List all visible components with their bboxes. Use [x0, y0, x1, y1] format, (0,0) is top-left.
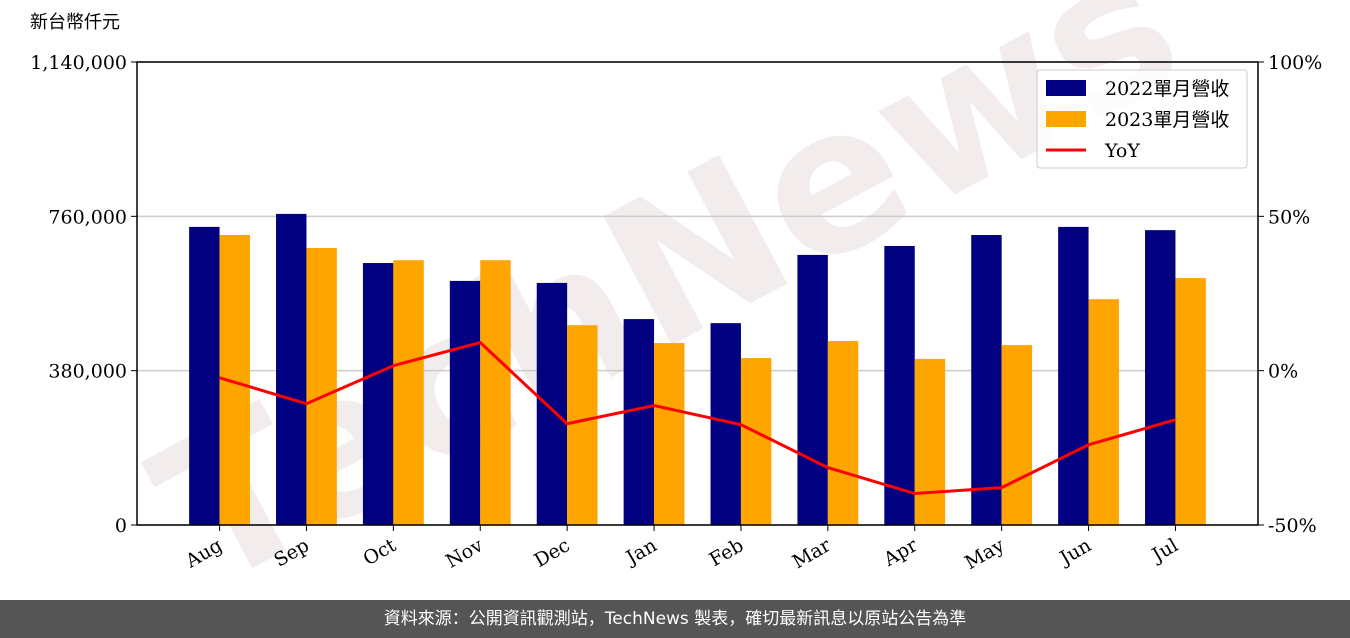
legend-swatch: [1046, 111, 1086, 127]
bar: [797, 254, 828, 525]
y-tick-label: 380,000: [48, 361, 127, 383]
bar: [1001, 345, 1033, 525]
bar: [393, 260, 424, 525]
bar: [362, 263, 394, 525]
y2-tick-label: -50%: [1268, 515, 1317, 537]
x-tick-label: Nov: [442, 534, 487, 573]
x-tick-label: Dec: [531, 534, 574, 572]
legend-swatch: [1046, 80, 1086, 96]
x-tick-label: Apr: [879, 534, 922, 571]
bar: [1145, 230, 1176, 526]
bar: [306, 248, 337, 526]
y-tick-label: 0: [115, 515, 127, 537]
bar: [884, 245, 915, 526]
bar: [480, 260, 511, 525]
bar: [449, 280, 481, 525]
x-tick-label: Jul: [1147, 534, 1182, 567]
bar: [276, 213, 307, 525]
bar: [567, 325, 598, 525]
footer: 資料來源：公開資訊觀測站，TechNews 製表，確切最新訊息以原站公告為準: [0, 600, 1350, 638]
x-tick-label: May: [961, 534, 1008, 574]
y-tick-label: 1,140,000: [30, 52, 127, 74]
x-tick-label: Feb: [706, 534, 748, 571]
bar: [189, 226, 220, 525]
bar: [827, 341, 859, 525]
legend-label: YoY: [1104, 140, 1140, 162]
bar: [971, 235, 1002, 525]
plot-frame: [136, 61, 1259, 526]
y-axis-label: 新台幣仟元: [30, 12, 120, 33]
x-tick-label: Jan: [621, 534, 661, 570]
bar: [623, 319, 655, 525]
y2-tick-label: 50%: [1268, 206, 1310, 228]
bar: [654, 343, 685, 525]
x-tick-label: Mar: [789, 534, 835, 573]
chart: 新台幣仟元 TechNews 0380,000760,0001,140,000-…: [30, 0, 1322, 634]
y2-tick-label: 100%: [1268, 52, 1322, 74]
bar: [1175, 278, 1206, 525]
line: [219, 340, 1176, 496]
bar: [740, 358, 772, 525]
bar: [914, 358, 946, 525]
bar: [1058, 226, 1089, 525]
legend-box: [1036, 69, 1248, 169]
bar: [1088, 299, 1119, 525]
bar: [536, 282, 568, 525]
x-tick-label: Jun: [1055, 534, 1096, 570]
legend: 2022單月營收 2023單月營收 YoY: [1036, 69, 1248, 169]
y2-tick-label: 0%: [1268, 361, 1298, 383]
legend-label: 2023單月營收: [1105, 109, 1229, 131]
y-tick-label: 760,000: [48, 206, 127, 228]
legend-label: 2022單月營收: [1105, 78, 1229, 100]
